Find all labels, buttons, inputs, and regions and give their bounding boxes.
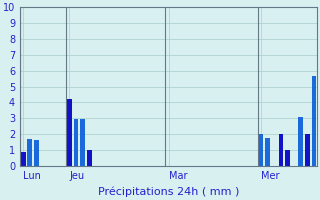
Bar [279, 134, 283, 166]
Bar [285, 150, 290, 166]
Bar [305, 134, 310, 166]
Bar [87, 150, 92, 166]
Bar [34, 140, 39, 166]
Bar [74, 119, 78, 166]
Bar [21, 152, 26, 166]
Bar [265, 138, 270, 166]
Bar [259, 134, 263, 166]
Bar [298, 117, 303, 166]
Bar [28, 139, 32, 166]
Bar [312, 76, 316, 166]
X-axis label: Précipitations 24h ( mm ): Précipitations 24h ( mm ) [98, 187, 239, 197]
Bar [80, 119, 85, 166]
Bar [67, 99, 72, 166]
